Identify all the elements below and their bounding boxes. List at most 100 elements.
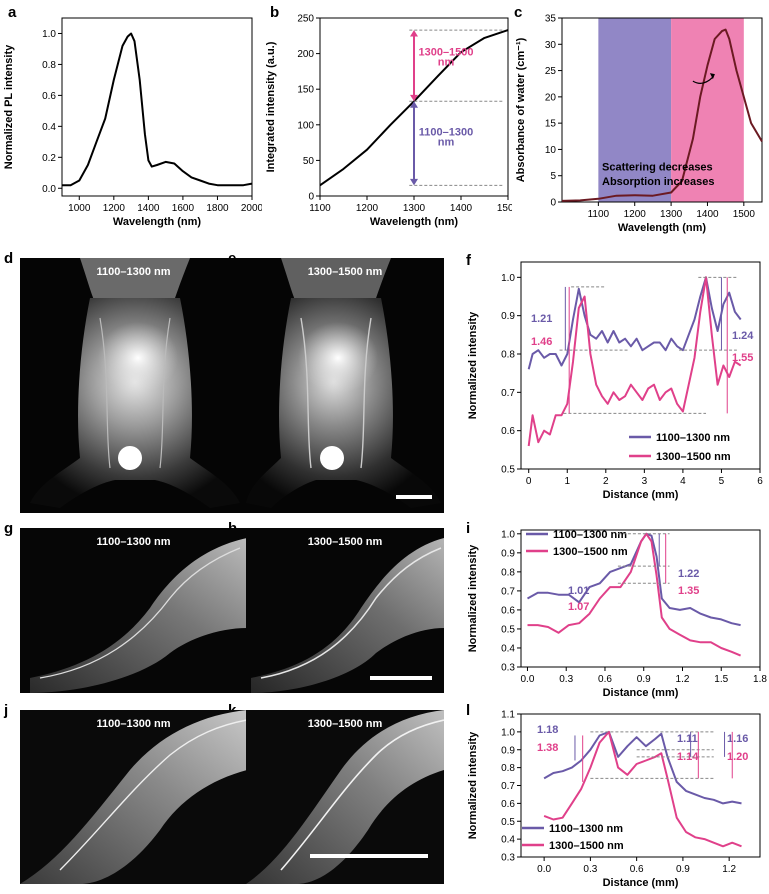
y-tick-label: 0.5: [501, 465, 515, 476]
x-axis-label: Distance (mm): [603, 489, 679, 501]
x-tick-label: 1300: [403, 203, 426, 214]
panel-label-j: j: [4, 702, 9, 719]
y-axis-label: Normalized intensity: [467, 731, 479, 839]
panel-label-d: d: [4, 250, 14, 267]
curved-arrow: [692, 76, 714, 84]
chart-f: 0 1 2 3 4 5 6 0.5 0.6 0.7 0.8 0.9 1.0 Distance (mm) No…: [467, 261, 763, 501]
y-tick-label: 1.0: [501, 529, 515, 540]
scale-bar-k: [310, 854, 428, 858]
panel-label-f: f: [466, 252, 471, 269]
x-axis-label: Wavelength (nm): [618, 222, 707, 234]
y-tick-label: 0.2: [42, 153, 56, 164]
y-tick-label: 0.6: [501, 426, 515, 437]
ratio-label: 1.16: [727, 733, 748, 745]
x-tick-label: 0.6: [598, 674, 612, 685]
x-tick-label: 1.2: [722, 864, 736, 875]
y-tick-label: 150: [297, 85, 314, 96]
x-tick-label: 0: [526, 476, 532, 487]
ratio-label: 1.24: [732, 330, 754, 342]
y-axis-label: Integrated intensity (a.u.): [265, 41, 277, 172]
y-tick-label: 50: [303, 156, 315, 167]
annotation-absorption: Absorption increases: [602, 176, 714, 188]
series-line-0: [527, 276, 742, 370]
legend-label-0: 1100–1300 nm: [553, 529, 627, 541]
legend-label-1: 1300–1500 nm: [549, 840, 624, 852]
plot-frame: [520, 529, 761, 668]
y-tick-label: 0.7: [501, 781, 515, 792]
annotation-1300-1500-unit: nm: [438, 57, 455, 69]
y-tick-label: 0.8: [501, 763, 515, 774]
y-tick-label: 0.7: [501, 388, 515, 399]
legend-label-1: 1300–1500 nm: [553, 546, 628, 558]
x-tick-label: 0.0: [537, 864, 551, 875]
y-tick-label: 1.0: [501, 727, 515, 738]
y-tick-label: 5: [550, 171, 556, 182]
x-tick-label: 1800: [206, 203, 229, 214]
y-axis-label: Normalized intensity: [467, 311, 479, 419]
series-line-1: [527, 276, 742, 447]
band-0: [598, 18, 672, 202]
x-tick-label: 1400: [696, 209, 719, 220]
x-tick-label: 1: [564, 476, 570, 487]
y-tick-label: 100: [297, 120, 314, 131]
y-tick-label: 250: [297, 14, 314, 25]
image-d: 1100–1300 nm: [20, 258, 247, 513]
annotation-1100-1300: 1100–1300: [419, 126, 473, 138]
y-tick-label: 0.4: [42, 122, 56, 133]
chart-b: 1100 1200 1300 1400 1500 0 50 100 150 200 250 Wavel…: [265, 14, 512, 229]
legend-label-0: 1100–1300 nm: [549, 823, 623, 835]
x-axis-label: Wavelength (nm): [370, 216, 459, 228]
x-tick-label: 0.3: [559, 674, 573, 685]
y-tick-label: 0.6: [501, 799, 515, 810]
x-tick-label: 0.6: [630, 864, 644, 875]
y-tick-label: 0.0: [42, 184, 56, 195]
ratio-label: 1.46: [531, 336, 552, 348]
image-j: 1100–1300 nm: [20, 710, 247, 884]
series-line-0: [543, 730, 742, 805]
mouse-leg-image-h: [246, 528, 444, 693]
ratio-label: 1.35: [678, 585, 699, 597]
legend-label-1: 1300–1500 nm: [656, 451, 731, 463]
x-tick-label: 4: [680, 476, 686, 487]
y-tick-label: 35: [545, 14, 557, 25]
x-tick-label: 1400: [137, 203, 160, 214]
x-tick-label: 1200: [103, 203, 126, 214]
y-tick-label: 15: [545, 119, 557, 130]
panel-label-b: b: [270, 4, 280, 21]
ratio-label: 1.07: [568, 601, 589, 613]
x-tick-label: 0.9: [637, 674, 651, 685]
ratio-label: 1.21: [531, 313, 552, 325]
y-tick-label: 0.6: [501, 605, 515, 616]
panel-label-g: g: [4, 520, 14, 537]
x-tick-label: 5: [719, 476, 725, 487]
panel-label-l: l: [466, 702, 471, 719]
y-tick-label: 0.3: [501, 853, 515, 864]
mouse-body-image-d: [20, 258, 247, 513]
image-g-caption: 1100–1300 nm: [96, 536, 171, 548]
image-d-caption: 1100–1300 nm: [96, 266, 171, 278]
purple-arrowhead-down: [410, 178, 418, 186]
image-k-caption: 1300–1500 nm: [307, 718, 383, 730]
pl-spectrum-line: [62, 32, 253, 187]
x-tick-label: 2000: [241, 203, 262, 214]
x-tick-label: 3: [642, 476, 648, 487]
chart-i: 0.0 0.3 0.6 0.9 1.2 1.5 1.8 0.3 0.4 0.5 0.6 0.7 0.8 0…: [467, 529, 767, 699]
image-g: 1100–1300 nm: [20, 528, 247, 693]
ratio-label: 1.01: [568, 585, 589, 597]
mouse-leg-image-j: [20, 710, 247, 884]
x-tick-label: 1.8: [753, 674, 767, 685]
x-tick-label: 1.2: [676, 674, 690, 685]
annotation-1100-1300-unit: nm: [438, 136, 455, 148]
curved-arrow-head: [709, 73, 715, 80]
series-line-1: [543, 730, 742, 848]
y-tick-label: 1.1: [501, 710, 515, 721]
chart-a: 1000 1200 1400 1600 1800 2000 0.0 0.2 0.4 0.6 0.8 1…: [3, 17, 262, 228]
y-tick-label: 1.0: [501, 273, 515, 284]
y-tick-label: 0.9: [501, 745, 515, 756]
pink-arrowhead-down: [410, 94, 418, 102]
x-tick-label: 1100: [588, 209, 610, 220]
y-tick-label: 0: [308, 192, 314, 203]
x-tick-label: 1200: [356, 203, 379, 214]
y-tick-label: 0: [550, 198, 556, 209]
y-tick-label: 20: [545, 92, 557, 103]
